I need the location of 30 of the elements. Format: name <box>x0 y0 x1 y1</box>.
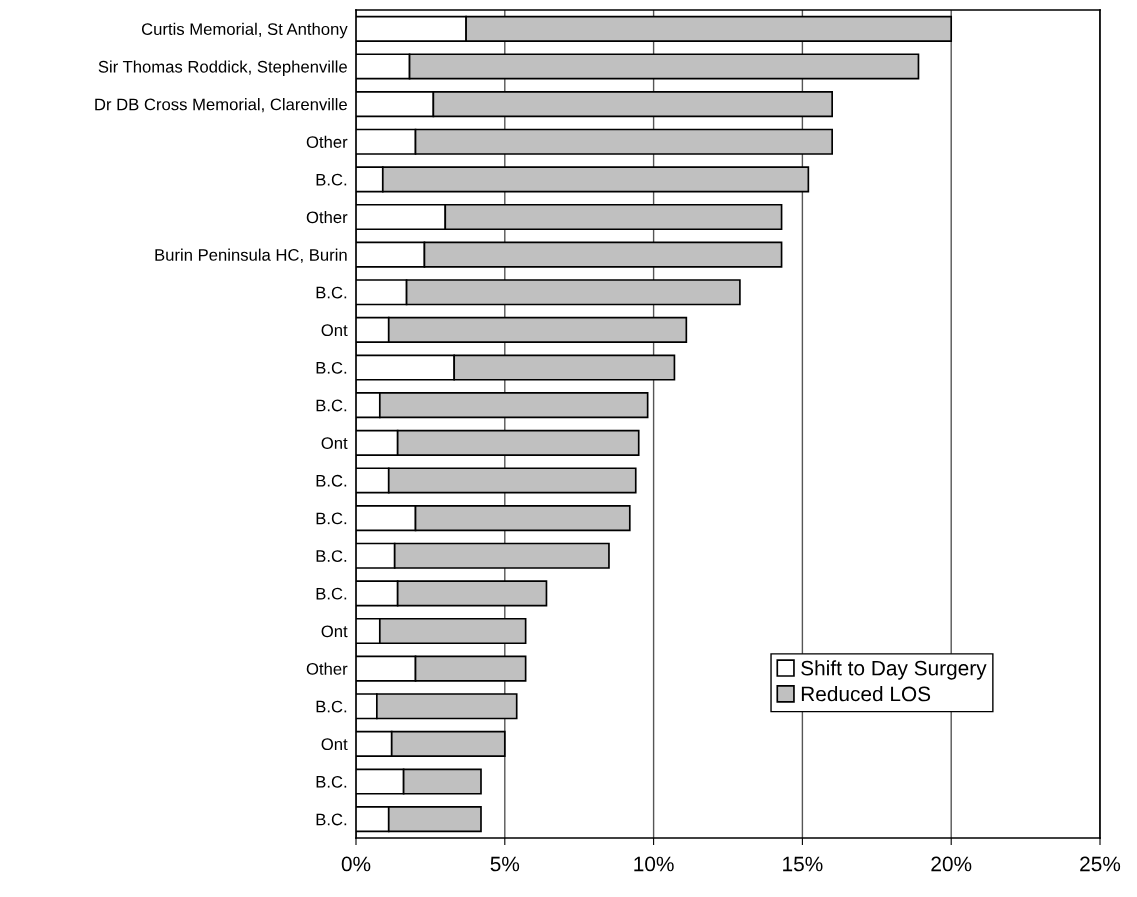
x-tick-label: 0% <box>341 856 371 872</box>
y-tick-label: B.C. <box>316 550 347 562</box>
y-tick-label: Burin Peninsula HC, Burin <box>155 248 347 263</box>
x-tick-label: 20% <box>931 856 972 872</box>
y-tick-label: Dr DB Cross Memorial, Clarenville <box>95 98 347 113</box>
legend-label: Shift to Day Surgery <box>801 660 987 680</box>
y-tick-label: Other <box>306 662 348 675</box>
y-tick-label: Other <box>306 210 348 224</box>
x-tick-label: 10% <box>634 856 674 872</box>
y-tick-label: B.C. <box>316 286 347 299</box>
y-tick-label: Ont <box>321 738 348 751</box>
y-tick-label: Ont <box>321 324 348 337</box>
y-tick-label: Other <box>306 135 348 148</box>
y-tick-label: B.C. <box>316 512 347 525</box>
y-tick-label: B.C. <box>316 700 347 713</box>
y-tick-label: Ont <box>321 437 348 450</box>
y-tick-label: B.C. <box>316 587 347 600</box>
x-tick-label: 15% <box>783 856 823 872</box>
legend-label: Reduced LOS <box>801 685 931 702</box>
y-tick-label: B.C. <box>316 399 347 412</box>
y-tick-label: Sir Thomas Roddick, Stephenville <box>98 60 347 76</box>
y-tick-label: B.C. <box>316 361 347 374</box>
y-tick-label: Curtis Memorial, St Anthony <box>141 22 348 39</box>
y-tick-label: B.C. <box>316 775 347 788</box>
x-tick-label: 25% <box>1080 856 1121 872</box>
y-tick-label: B.C. <box>316 813 347 826</box>
y-tick-label: B.C. <box>316 173 347 186</box>
y-tick-label: Ont <box>321 625 348 638</box>
y-tick-label: B.C. <box>316 474 347 487</box>
x-tick-label: 5% <box>490 856 520 872</box>
